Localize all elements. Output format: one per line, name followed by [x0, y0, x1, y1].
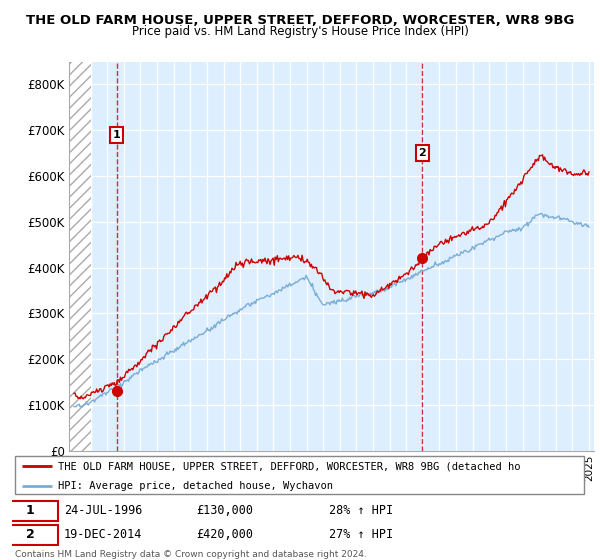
Text: THE OLD FARM HOUSE, UPPER STREET, DEFFORD, WORCESTER, WR8 9BG: THE OLD FARM HOUSE, UPPER STREET, DEFFOR…: [26, 14, 574, 27]
Text: £420,000: £420,000: [196, 528, 253, 541]
Text: Price paid vs. HM Land Registry's House Price Index (HPI): Price paid vs. HM Land Registry's House …: [131, 25, 469, 38]
Text: HPI: Average price, detached house, Wychavon: HPI: Average price, detached house, Wych…: [58, 480, 333, 491]
Text: 27% ↑ HPI: 27% ↑ HPI: [329, 528, 393, 541]
FancyBboxPatch shape: [4, 525, 58, 544]
FancyBboxPatch shape: [15, 456, 584, 494]
Bar: [69, 62, 91, 451]
Text: 28% ↑ HPI: 28% ↑ HPI: [329, 504, 393, 517]
Text: 19-DEC-2014: 19-DEC-2014: [64, 528, 142, 541]
Bar: [69, 62, 91, 451]
Text: 24-JUL-1996: 24-JUL-1996: [64, 504, 142, 517]
Text: 1: 1: [26, 504, 35, 517]
Text: £130,000: £130,000: [196, 504, 253, 517]
Text: THE OLD FARM HOUSE, UPPER STREET, DEFFORD, WORCESTER, WR8 9BG (detached ho: THE OLD FARM HOUSE, UPPER STREET, DEFFOR…: [58, 461, 521, 471]
Text: Contains HM Land Registry data © Crown copyright and database right 2024.
This d: Contains HM Land Registry data © Crown c…: [15, 550, 367, 560]
Text: 2: 2: [418, 148, 426, 158]
Text: 1: 1: [113, 130, 121, 140]
Text: 2: 2: [26, 528, 35, 541]
FancyBboxPatch shape: [4, 501, 58, 521]
